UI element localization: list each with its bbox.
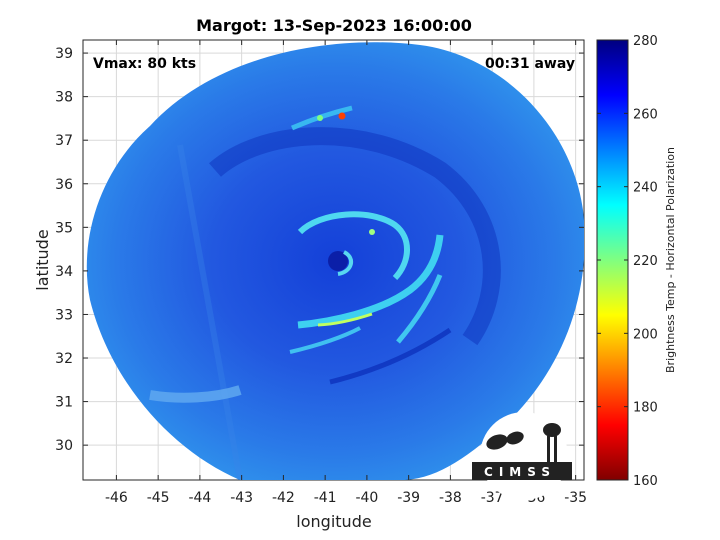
western-streak (149, 385, 242, 403)
x-tick-label: -44 (188, 490, 211, 506)
southwest-band (289, 326, 361, 354)
colorbar-tick-label: 200 (633, 327, 658, 342)
colorbar-tick-label: 160 (633, 474, 658, 489)
southern-rainband-core (317, 312, 373, 327)
northern-band-hotspot (338, 112, 346, 120)
x-tick-label: -42 (272, 490, 295, 506)
x-tick-label: -37 (481, 490, 504, 506)
x-tick-label: -43 (230, 490, 253, 506)
eyewall-north (297, 211, 410, 281)
logo-dish-right (506, 431, 524, 445)
northern-band (291, 105, 353, 131)
eyewall-warm (369, 229, 375, 235)
outer-dark-band (209, 127, 501, 346)
eastern-rainband (396, 274, 443, 344)
logo-text: CIMSS (484, 465, 556, 479)
colorbar-tick-label: 240 (633, 181, 658, 196)
y-axis-title: latitude (33, 229, 52, 290)
chart-title: Margot: 13-Sep-2023 16:00:00 (196, 16, 472, 35)
x-tick-label: -38 (439, 490, 462, 506)
cimss-logo: CIMSS (472, 412, 572, 500)
logo-water-tower-leg2 (554, 436, 557, 462)
y-tick-label: 30 (55, 438, 73, 454)
y-axis: 30 31 32 33 34 35 36 37 38 39 (55, 46, 584, 454)
y-tick-label: 33 (55, 307, 73, 323)
colorbar-title: Brightness Temp - Horizontal Polarizatio… (664, 147, 677, 373)
southern-rainband (297, 234, 444, 329)
microwave-swath (86, 42, 584, 480)
x-axis: -46-45-44-43-42-41-40-39-38-37-36-35 (105, 40, 587, 506)
colorbar (596, 39, 629, 481)
vmax-annotation: Vmax: 80 kts (93, 56, 196, 72)
x-tick-label: -46 (105, 490, 128, 506)
y-tick-label: 38 (55, 90, 73, 106)
x-tick-label: -39 (397, 490, 420, 506)
y-tick-label: 35 (55, 220, 73, 236)
y-tick-label: 36 (55, 177, 73, 193)
y-tick-label: 34 (55, 264, 73, 280)
x-tick-label: -45 (147, 490, 170, 506)
colorbar-tick-label: 280 (633, 34, 658, 49)
colorbar-tick-label: 260 (633, 107, 658, 122)
y-tick-label: 37 (55, 133, 73, 149)
colorbar-tick-label: 220 (633, 254, 658, 269)
logo-dish-left (486, 434, 508, 450)
logo-water-tower-leg (547, 436, 550, 462)
colorbar-tick-label: 180 (633, 401, 658, 416)
colorbar-ticks: 160 180 200 220 240 260 280 (597, 34, 658, 489)
eye-ring (337, 250, 354, 276)
northern-band-warm (317, 115, 323, 121)
x-tick-label: -35 (564, 490, 587, 506)
logo-ground (472, 462, 572, 480)
y-tick-label: 39 (55, 46, 73, 62)
southern-dark-band (329, 327, 452, 385)
x-tick-label: -40 (355, 490, 378, 506)
swath-seam (177, 144, 243, 480)
eye (328, 251, 348, 271)
x-tick-label: -41 (314, 490, 337, 506)
x-axis-title: longitude (296, 512, 371, 531)
logo-water-tower-tank (543, 423, 561, 437)
y-tick-label: 32 (55, 351, 73, 367)
time-offset-annotation: 00:31 away (485, 56, 575, 72)
y-tick-label: 31 (55, 395, 73, 411)
